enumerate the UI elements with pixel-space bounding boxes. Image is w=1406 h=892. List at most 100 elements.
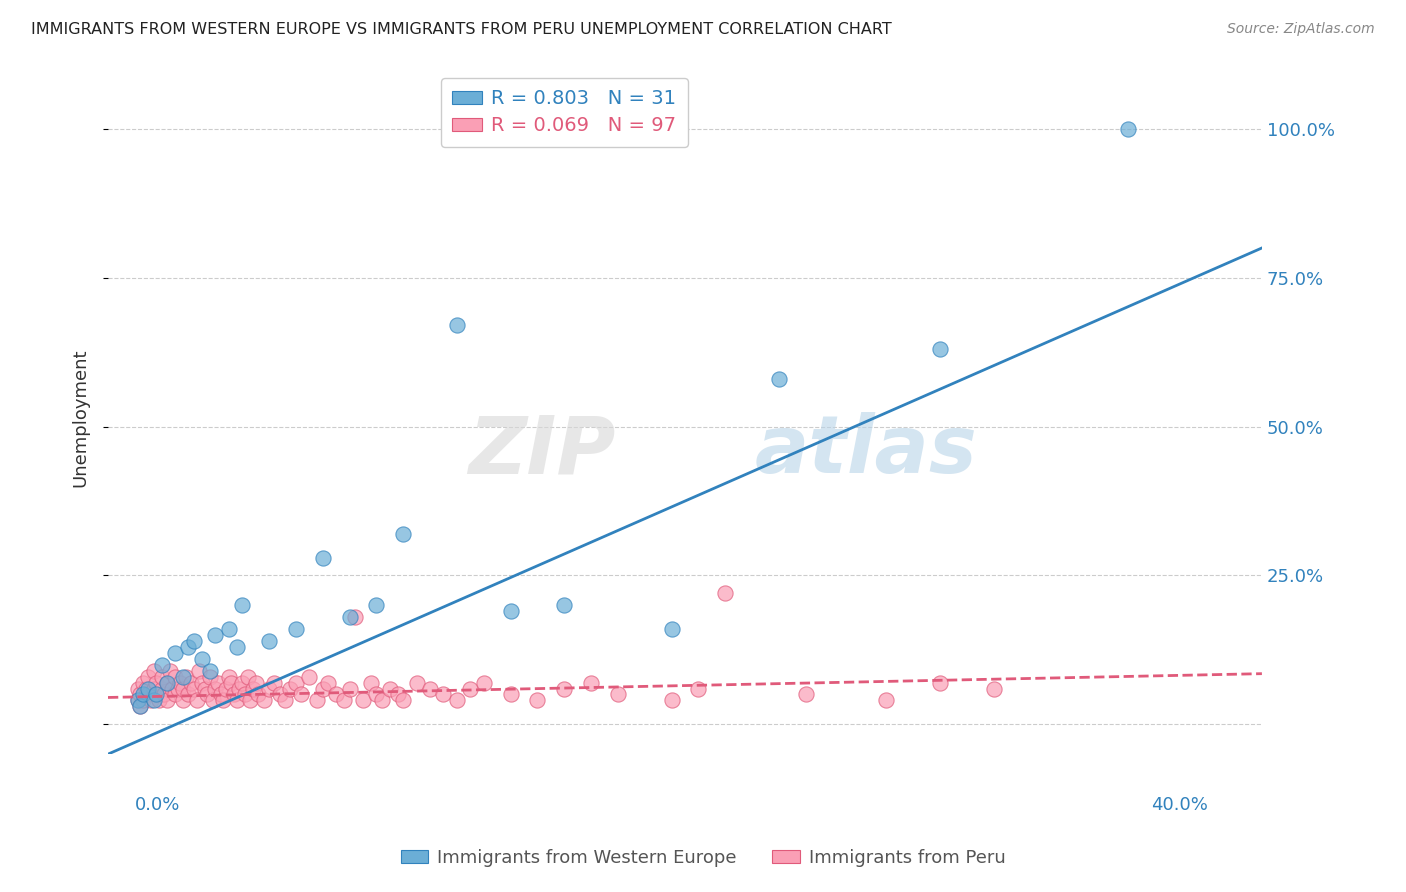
Text: IMMIGRANTS FROM WESTERN EUROPE VS IMMIGRANTS FROM PERU UNEMPLOYMENT CORRELATION : IMMIGRANTS FROM WESTERN EUROPE VS IMMIGR… [31, 22, 891, 37]
Point [127, 681, 149, 696]
Point [135, 681, 157, 696]
Point [183, 634, 205, 648]
Point [360, 675, 382, 690]
Point [472, 675, 495, 690]
Point [458, 681, 481, 696]
Point [311, 550, 333, 565]
Point [245, 675, 267, 690]
Point [661, 693, 683, 707]
Point [387, 688, 409, 702]
Point [207, 675, 229, 690]
Point [284, 675, 307, 690]
Point [253, 693, 276, 707]
Point [325, 688, 347, 702]
Point [499, 604, 522, 618]
Point [1116, 122, 1139, 136]
Point [132, 688, 155, 702]
Point [156, 675, 179, 690]
Point [129, 699, 152, 714]
Point [127, 693, 149, 707]
Point [172, 681, 194, 696]
Point [446, 318, 468, 333]
Point [132, 693, 155, 707]
Point [311, 681, 333, 696]
Point [188, 664, 211, 678]
Point [231, 675, 253, 690]
Point [156, 693, 179, 707]
Point [165, 688, 187, 702]
Point [280, 681, 302, 696]
Point [606, 688, 628, 702]
Point [290, 688, 312, 702]
Point [218, 622, 240, 636]
Point [419, 681, 441, 696]
Point [198, 670, 221, 684]
Point [212, 693, 235, 707]
Point [366, 688, 388, 702]
Point [339, 681, 361, 696]
Point [165, 646, 187, 660]
Point [156, 675, 179, 690]
Point [129, 699, 152, 714]
Point [145, 688, 167, 702]
Point [366, 598, 388, 612]
Point [150, 657, 173, 672]
Point [274, 693, 297, 707]
Point [177, 640, 200, 654]
Point [215, 681, 238, 696]
Point [150, 681, 173, 696]
Point [794, 688, 817, 702]
Point [153, 688, 176, 702]
Point [180, 675, 202, 690]
Point [162, 681, 184, 696]
Point [148, 693, 170, 707]
Point [247, 688, 270, 702]
Point [661, 622, 683, 636]
Point [209, 688, 232, 702]
Point [333, 693, 356, 707]
Point [257, 634, 280, 648]
Point [150, 670, 173, 684]
Point [142, 664, 165, 678]
Point [983, 681, 1005, 696]
Point [257, 681, 280, 696]
Point [136, 688, 159, 702]
Point [165, 670, 187, 684]
Point [132, 675, 155, 690]
Point [316, 675, 339, 690]
Point [224, 688, 246, 702]
Point [526, 693, 548, 707]
Point [218, 670, 240, 684]
Point [204, 628, 226, 642]
Point [221, 675, 243, 690]
Point [875, 693, 897, 707]
Point [233, 688, 256, 702]
Point [339, 610, 361, 624]
Point [225, 693, 247, 707]
Point [201, 693, 224, 707]
Legend: R = 0.803   N = 31, R = 0.069   N = 97: R = 0.803 N = 31, R = 0.069 N = 97 [441, 78, 688, 147]
Point [352, 693, 374, 707]
Point [166, 681, 188, 696]
Point [142, 681, 165, 696]
Point [169, 675, 191, 690]
Point [136, 681, 159, 696]
Point [191, 652, 214, 666]
Text: ZIP: ZIP [468, 412, 616, 491]
Point [129, 688, 152, 702]
Point [928, 343, 950, 357]
Point [432, 688, 454, 702]
Point [284, 622, 307, 636]
Point [159, 664, 181, 678]
Point [127, 693, 149, 707]
Point [239, 693, 262, 707]
Point [191, 675, 214, 690]
Point [553, 681, 575, 696]
Y-axis label: Unemployment: Unemployment [72, 349, 89, 487]
Point [236, 670, 259, 684]
Point [298, 670, 321, 684]
Point [228, 681, 250, 696]
Point [231, 598, 253, 612]
Text: 0.0%: 0.0% [135, 796, 180, 814]
Point [198, 664, 221, 678]
